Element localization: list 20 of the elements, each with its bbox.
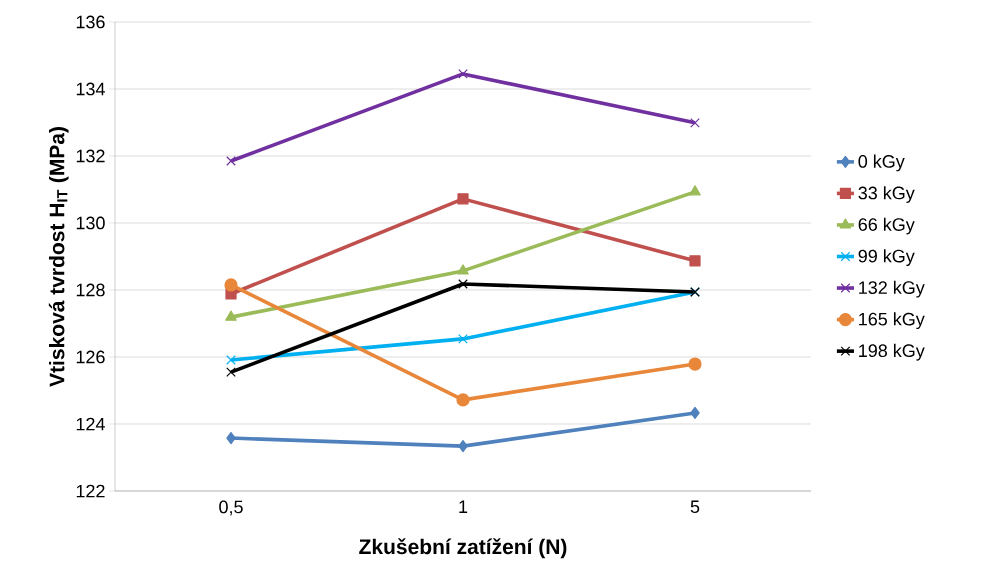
y-axis-title: Vtisková tvrdost H$_{IT}$ (MPa) [48, 127, 69, 387]
y-tick-label: 126 [76, 350, 105, 364]
x-tick-label: 1 [459, 500, 468, 513]
y-tick-label: 136 [76, 15, 105, 29]
legend-label: 66 kGy [858, 217, 915, 235]
legend-label: 0 kGy [858, 154, 905, 172]
x-tick-label: 5 [690, 500, 700, 514]
y-tick-label: 134 [76, 82, 105, 96]
legend-label: 33 kGy [858, 186, 915, 203]
y-tick-label: 122 [76, 484, 105, 498]
legend-label: 165 kGy [859, 312, 925, 330]
y-tick-label: 132 [76, 149, 105, 163]
legend-label: 198 kGy [859, 343, 925, 361]
x-axis-title: Zkušební zatížení (N) [359, 538, 567, 559]
x-tick-label: 0,5 [219, 500, 243, 516]
y-tick-label: 128 [76, 283, 105, 297]
y-tick-label: 130 [76, 216, 105, 230]
y-tick-label: 124 [76, 417, 105, 431]
legend-label: 99 kGy [858, 249, 915, 266]
legend-label: 132 kGy [859, 280, 925, 298]
